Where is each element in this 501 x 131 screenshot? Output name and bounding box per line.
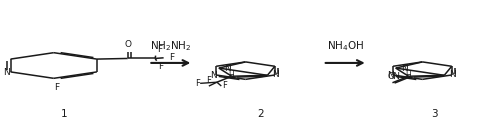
Text: F: F	[195, 79, 200, 88]
Text: N: N	[210, 71, 216, 80]
Text: O: O	[124, 40, 131, 49]
Text: H: H	[405, 71, 411, 80]
Text: N: N	[3, 68, 10, 77]
Text: CN: CN	[388, 72, 401, 81]
Text: F: F	[54, 83, 59, 92]
Text: H: H	[228, 71, 234, 80]
Text: N: N	[273, 70, 279, 79]
Text: 1: 1	[60, 109, 67, 119]
Text: 3: 3	[431, 109, 438, 119]
Text: F: F	[206, 76, 211, 85]
Text: 2: 2	[257, 109, 264, 119]
Text: N: N	[449, 70, 456, 79]
Text: N: N	[224, 64, 230, 73]
Text: N: N	[401, 64, 407, 73]
Text: N: N	[387, 71, 393, 80]
Text: NH$_2$NH$_2$: NH$_2$NH$_2$	[150, 39, 191, 53]
Text: NH$_4$OH: NH$_4$OH	[327, 39, 364, 53]
Text: F: F	[169, 53, 174, 62]
Text: F: F	[157, 45, 162, 54]
Text: F: F	[222, 81, 226, 90]
Text: F: F	[158, 62, 163, 71]
